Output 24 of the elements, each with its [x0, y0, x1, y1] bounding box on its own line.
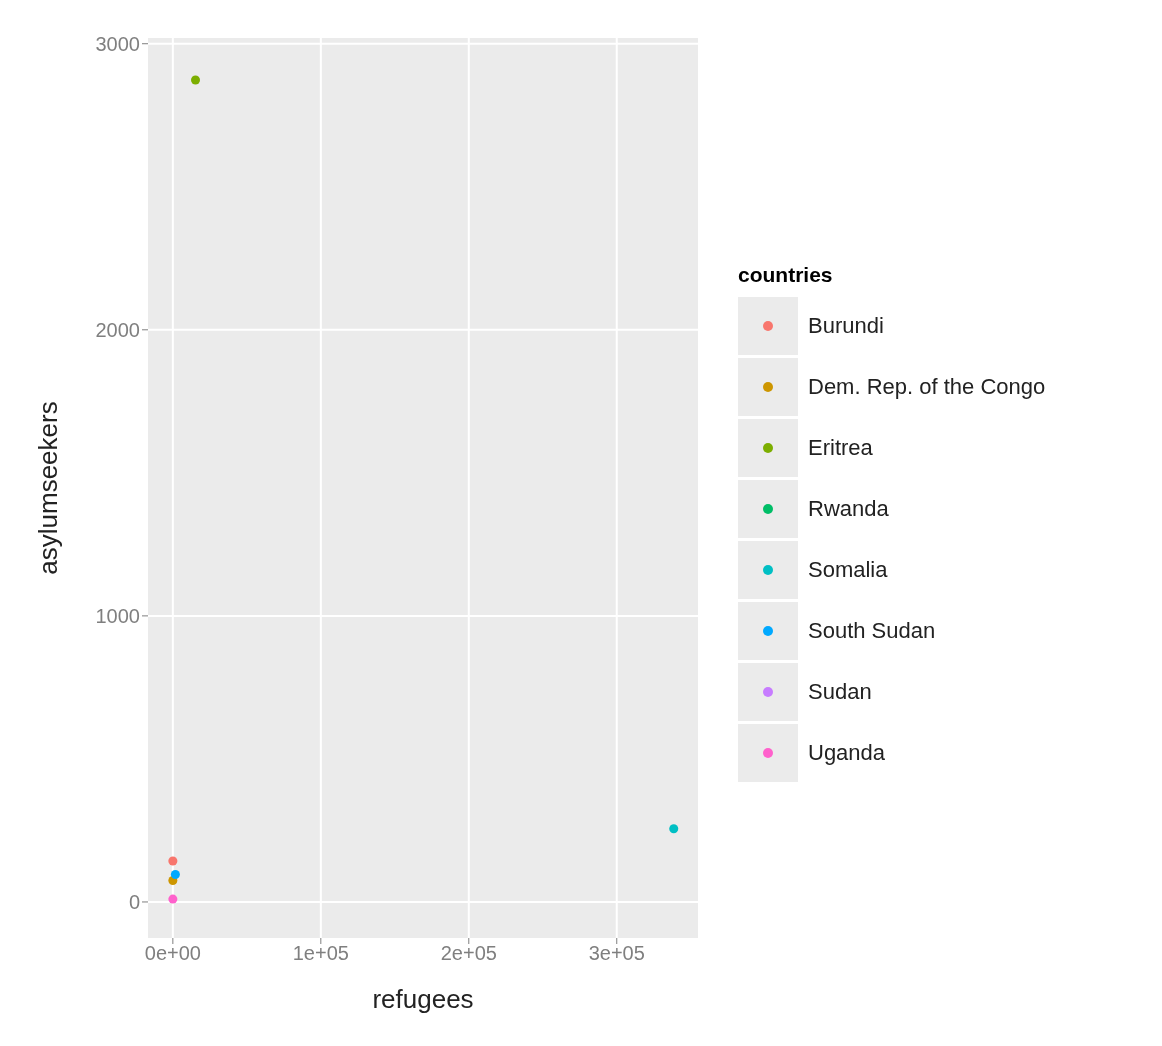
- legend-label: Somalia: [808, 556, 888, 583]
- legend-label: Uganda: [808, 739, 886, 766]
- y-tick-label: 0: [128, 891, 140, 914]
- legend-label: South Sudan: [808, 617, 936, 644]
- point: [190, 75, 201, 85]
- point: [170, 869, 180, 879]
- x-tick-label: 1e+05: [292, 942, 349, 965]
- y-axis-title: asylumseekers: [33, 401, 64, 575]
- x-tick-label: 0e+00: [144, 942, 201, 965]
- point: [168, 856, 178, 866]
- legend-label: Dem. Rep. of the Congo: [808, 373, 1046, 400]
- legend-label: Rwanda: [808, 495, 889, 522]
- point: [669, 824, 679, 834]
- point: [168, 894, 178, 904]
- legend-label: Burundi: [808, 312, 884, 339]
- x-tick-label: 2e+05: [440, 942, 497, 965]
- legend-title: countries: [738, 263, 834, 287]
- y-tick-label: 2000: [95, 318, 140, 341]
- legend-label: Eritrea: [808, 434, 873, 461]
- y-tick-label: 3000: [95, 32, 140, 55]
- x-axis-title: refugees: [372, 984, 474, 1014]
- x-tick-label: 3e+05: [588, 942, 645, 965]
- legend-label: Sudan: [808, 678, 872, 705]
- y-tick-label: 1000: [95, 604, 140, 627]
